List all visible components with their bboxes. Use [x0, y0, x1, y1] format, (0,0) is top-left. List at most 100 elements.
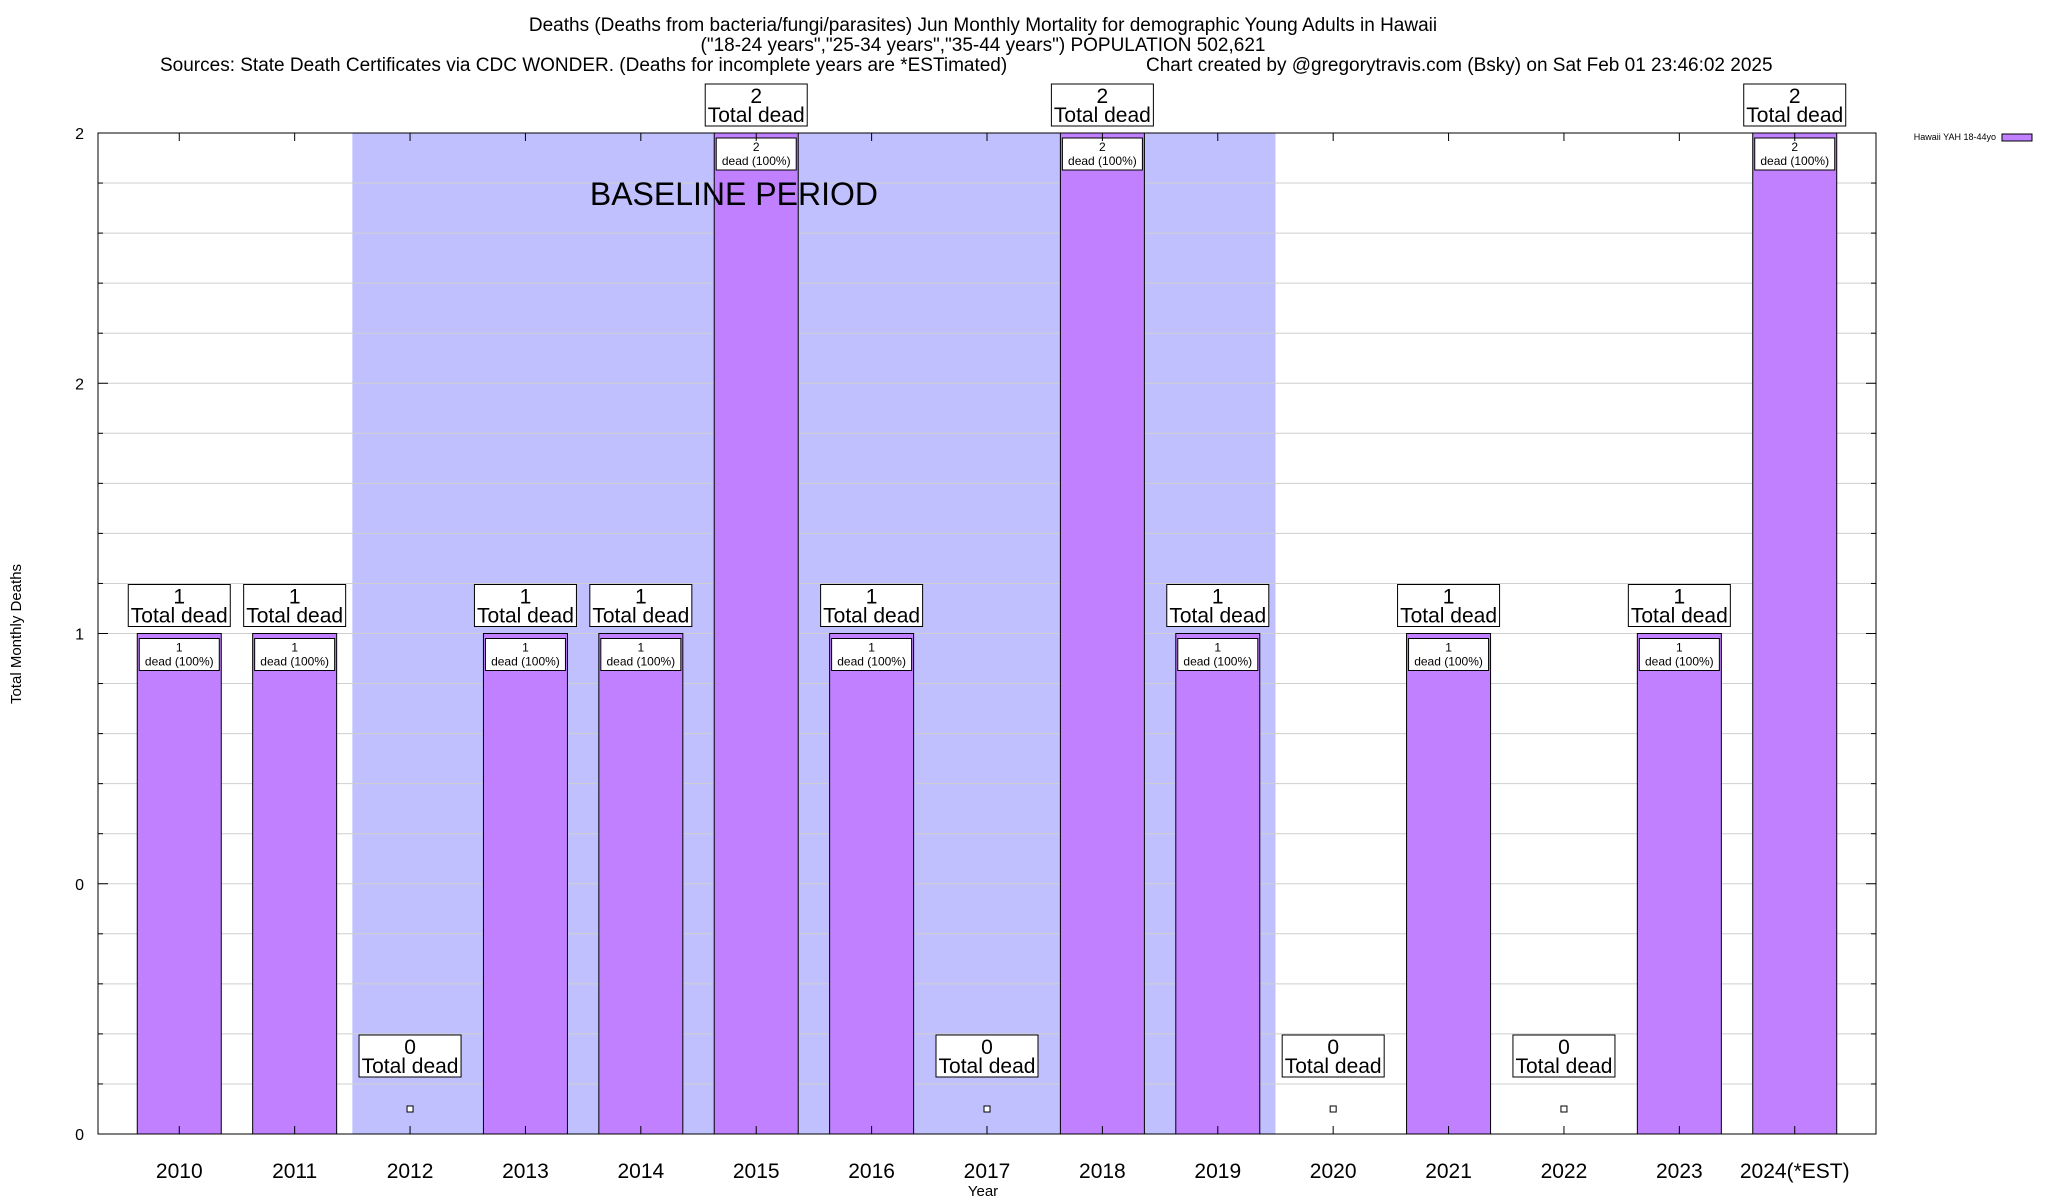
total-label-text-2018: Total dead: [1054, 104, 1151, 127]
total-label-count-2012: 0: [404, 1036, 416, 1059]
total-label-count-2017: 0: [981, 1036, 993, 1059]
x-tick-label-2024(*EST): 2024(*EST): [1740, 1160, 1850, 1183]
inner-label-box-2024(*EST): [1754, 137, 1836, 171]
x-axis-title: Year: [968, 1183, 998, 1200]
total-label-count-2014: 1: [635, 586, 647, 609]
inner-label-count-2011: 1: [291, 641, 298, 655]
total-label-text-2010: Total dead: [131, 605, 228, 628]
inner-label-box-2015: [715, 137, 797, 171]
zero-marker-2012: [406, 1105, 414, 1113]
total-label-box-2019: [1166, 584, 1270, 627]
inner-label-count-2015: 2: [753, 140, 760, 154]
inner-label-count-2023: 1: [1676, 641, 1683, 655]
x-tick-label-2016: 2016: [848, 1160, 895, 1183]
total-label-text-2016: Total dead: [823, 605, 920, 628]
inner-label-count-2010: 1: [176, 641, 183, 655]
baseline-period-label: BASELINE PERIOD: [590, 176, 878, 212]
total-label-text-2017: Total dead: [939, 1055, 1036, 1078]
inner-label-count-2014: 1: [637, 641, 644, 655]
total-label-count-2018: 2: [1097, 85, 1109, 108]
inner-label-count-2013: 1: [522, 641, 529, 655]
inner-label-text-2015: dead (100%): [722, 154, 791, 168]
total-label-text-2015: Total dead: [708, 104, 805, 127]
inner-label-text-2010: dead (100%): [145, 655, 214, 669]
total-label-text-2011: Total dead: [246, 605, 343, 628]
bar-2013: [482, 633, 568, 1135]
x-tick-label-2015: 2015: [733, 1160, 780, 1183]
bar-2023: [1636, 633, 1722, 1135]
inner-label-box-2016: [831, 638, 913, 671]
inner-label-count-2019: 1: [1214, 641, 1221, 655]
total-label-box-2022: [1512, 1034, 1616, 1078]
inner-label-text-2023: dead (100%): [1645, 655, 1714, 669]
total-label-text-2024(*EST): Total dead: [1746, 104, 1843, 127]
chart-sources-line: Sources: State Death Certificates via CD…: [160, 55, 1007, 76]
inner-label-count-2024(*EST): 2: [1791, 140, 1798, 154]
total-label-count-2021: 1: [1443, 586, 1455, 609]
x-tick-label-2022: 2022: [1541, 1160, 1588, 1183]
total-label-box-2012: [358, 1034, 462, 1078]
bar-2019: [1175, 633, 1261, 1135]
total-label-box-2017: [935, 1034, 1039, 1078]
total-label-text-2019: Total dead: [1169, 605, 1266, 628]
total-label-text-2023: Total dead: [1631, 605, 1728, 628]
inner-label-text-2021: dead (100%): [1414, 655, 1483, 669]
x-tick-label-2021: 2021: [1425, 1160, 1472, 1183]
total-label-box-2018: [1050, 83, 1154, 127]
x-tick-label-2020: 2020: [1310, 1160, 1357, 1183]
bar-2021: [1406, 633, 1492, 1135]
total-label-box-2021: [1397, 584, 1501, 627]
x-tick-label-2012: 2012: [387, 1160, 434, 1183]
total-label-box-2024(*EST): [1743, 83, 1847, 127]
x-tick-label-2010: 2010: [156, 1160, 203, 1183]
total-label-box-2013: [473, 584, 577, 627]
inner-label-box-2013: [484, 638, 566, 671]
total-label-box-2016: [820, 584, 924, 627]
inner-label-text-2024(*EST): dead (100%): [1760, 154, 1829, 168]
zero-marker-2022: [1560, 1105, 1568, 1113]
total-label-text-2014: Total dead: [592, 605, 689, 628]
total-label-count-2019: 1: [1212, 586, 1224, 609]
zero-marker-2017: [983, 1105, 991, 1113]
chart-title-line-1: Deaths (Deaths from bacteria/fungi/paras…: [529, 15, 1437, 36]
legend-label: Hawaii YAH 18-44yo: [1914, 132, 1996, 142]
total-label-text-2012: Total dead: [362, 1055, 459, 1078]
total-label-text-2022: Total dead: [1515, 1055, 1612, 1078]
inner-label-box-2014: [600, 638, 682, 671]
chart-credit-line: Chart created by @gregorytravis.com (Bsk…: [1146, 55, 1773, 76]
x-tick-label-2014: 2014: [617, 1160, 664, 1183]
y-axis-title: Total Monthly Deaths: [8, 564, 25, 704]
total-label-count-2016: 1: [866, 586, 878, 609]
total-label-count-2024(*EST): 2: [1789, 85, 1801, 108]
inner-label-box-2019: [1177, 638, 1259, 671]
inner-label-text-2013: dead (100%): [491, 655, 560, 669]
bar-2011: [252, 633, 338, 1135]
inner-label-text-2018: dead (100%): [1068, 154, 1137, 168]
inner-label-count-2021: 1: [1445, 641, 1452, 655]
inner-label-box-2023: [1638, 638, 1720, 671]
total-label-box-2023: [1627, 584, 1731, 627]
inner-label-box-2018: [1061, 137, 1143, 171]
bar-2016: [829, 633, 915, 1135]
total-label-box-2015: [704, 83, 808, 127]
total-label-box-2014: [589, 584, 693, 627]
inner-label-text-2019: dead (100%): [1183, 655, 1252, 669]
inner-label-box-2021: [1408, 638, 1490, 671]
bar-2014: [598, 633, 684, 1135]
total-label-count-2023: 1: [1673, 586, 1685, 609]
y-tick-label: 1: [75, 627, 84, 644]
x-tick-label-2017: 2017: [964, 1160, 1011, 1183]
legend-swatch: [2001, 133, 2033, 142]
inner-label-count-2016: 1: [868, 641, 875, 655]
total-label-box-2020: [1281, 1034, 1385, 1078]
bar-2015: [713, 132, 799, 1135]
total-label-text-2021: Total dead: [1400, 605, 1497, 628]
total-label-text-2013: Total dead: [477, 605, 574, 628]
inner-label-count-2018: 2: [1099, 140, 1106, 154]
inner-label-text-2014: dead (100%): [606, 655, 675, 669]
total-label-count-2022: 0: [1558, 1036, 1570, 1059]
x-tick-label-2018: 2018: [1079, 1160, 1126, 1183]
total-label-count-2020: 0: [1327, 1036, 1339, 1059]
total-label-text-2020: Total dead: [1285, 1055, 1382, 1078]
total-label-count-2013: 1: [520, 586, 532, 609]
